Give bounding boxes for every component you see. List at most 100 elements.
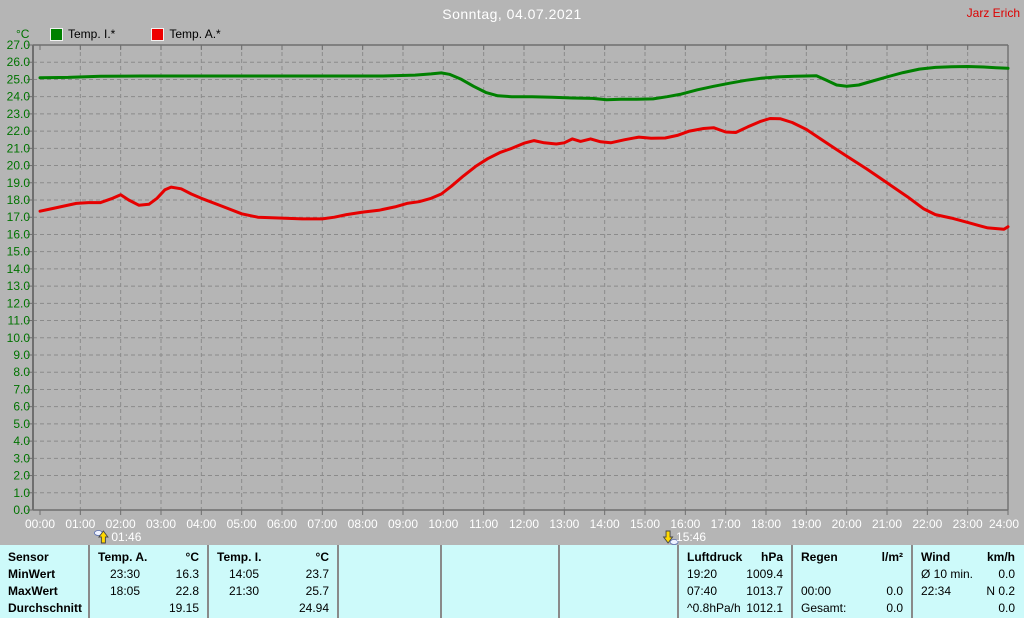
sunset-time-label: 15:46: [676, 530, 706, 544]
x-tick-label: 05:00: [227, 517, 257, 531]
cell-blank-2-minwert-time: [442, 566, 550, 583]
row-regen-maxwert: 00:00 0.0: [793, 583, 911, 600]
x-tick-label: 20:00: [832, 517, 862, 531]
cell-temp-i-maxwert-value: 25.7: [305, 584, 329, 598]
row-wind-durchschnitt: 0.0: [913, 600, 1023, 617]
cell-blank-1-durchschnitt-value: [432, 600, 440, 617]
y-tick-label: 10.0: [7, 331, 31, 345]
x-tick-label: 17:00: [711, 517, 741, 531]
row-blank-1-durchschnitt: [339, 600, 440, 617]
cell-luftdruck-minwert-time: 19:20: [687, 567, 718, 581]
y-tick-label: 4.0: [13, 434, 30, 448]
cell-temp-a-maxwert-value: 22.8: [175, 584, 199, 598]
x-tick-label: 02:00: [106, 517, 136, 531]
cell-blank-1-minwert-time: [339, 566, 432, 583]
row-luftdruck-durchschnitt: ^0.8hPa/h 1012.1: [679, 600, 791, 617]
header-temp-a-name: Temp. A.: [98, 550, 148, 564]
cell-luftdruck-maxwert-time: 07:40: [687, 584, 718, 598]
cell-temp-i-durchschnitt-time: [209, 600, 299, 617]
row-blank-3-durchschnitt: [560, 600, 677, 617]
cell-regen-durchschnitt-time: Gesamt:: [801, 601, 847, 615]
header-blank-3-unit: [669, 549, 677, 566]
cell-wind-minwert-time: Ø 10 min.: [921, 567, 974, 581]
cell-blank-1-minwert-value: [432, 566, 440, 583]
row-label-maxwert: MaxWert: [8, 584, 58, 598]
cell-temp-a-durchschnitt-time: [90, 600, 169, 617]
row-wind-minwert: Ø 10 min. 0.0: [913, 566, 1023, 583]
cell-regen-durchschnitt-value: 0.0: [886, 601, 903, 615]
x-tick-label: 00:00: [25, 517, 55, 531]
x-tick-label: 14:00: [590, 517, 620, 531]
header-blank-1-name: [339, 549, 432, 566]
row-regen-minwert: [793, 566, 911, 583]
temp-a-legend-swatch-icon: [151, 27, 165, 41]
x-tick-label: 18:00: [751, 517, 781, 531]
sunset-cloud-icon: [669, 539, 679, 545]
cell-blank-2-durchschnitt-time: [442, 600, 550, 617]
cell-blank-1-maxwert-value: [432, 583, 440, 600]
row-luftdruck-maxwert: 07:40 1013.7: [679, 583, 791, 600]
stats-col-blank-3: [558, 545, 677, 618]
row-blank-2-minwert: [442, 566, 558, 583]
cell-wind-maxwert-time: 22:34: [921, 584, 952, 598]
stats-col-blank-1: [337, 545, 440, 618]
row-temp-i-minwert: 14:05 23.7: [209, 566, 337, 583]
row-temp-a-minwert: 23:30 16.3: [90, 566, 207, 583]
cell-blank-3-minwert-value: [669, 566, 677, 583]
cell-regen-minwert-value: [903, 566, 911, 583]
header-wind-unit: km/h: [986, 550, 1015, 564]
legend-item-temp-i: Temp. I.*: [50, 27, 115, 41]
y-tick-label: 3.0: [13, 451, 30, 465]
stats-table: Sensor MinWert MaxWert Durchschnitt Temp. A.…: [0, 545, 1024, 618]
x-tick-label: 13:00: [549, 517, 579, 531]
y-tick-label: 0.0: [13, 503, 30, 517]
row-blank-2-durchschnitt: [442, 600, 558, 617]
y-tick-label: 21.0: [7, 141, 31, 155]
header-regen: Regen l/m²: [793, 549, 911, 566]
x-tick-label: 01:00: [65, 517, 95, 531]
stats-col-luftdruck: Luftdruck hPa 19:20 1009.4 07:40 1013.7 ^0.8hP…: [677, 545, 791, 618]
x-tick-label: 09:00: [388, 517, 418, 531]
cell-blank-3-maxwert-value: [669, 583, 677, 600]
x-tick-label: 22:00: [912, 517, 942, 531]
x-tick-label: 19:00: [791, 517, 821, 531]
y-tick-label: 7.0: [13, 382, 30, 396]
temp-i-curve: [38, 65, 1010, 102]
row-blank-1-minwert: [339, 566, 440, 583]
cell-temp-a-minwert-value: 16.3: [175, 567, 199, 581]
cell-blank-3-durchschnitt-time: [560, 600, 669, 617]
y-tick-label: 13.0: [7, 279, 31, 293]
header-wind: Wind km/h: [913, 549, 1023, 566]
header-wind-name: Wind: [921, 550, 951, 564]
y-tick-label: 14.0: [7, 262, 31, 276]
header-blank-1-unit: [432, 549, 440, 566]
stats-col-row-labels: Sensor MinWert MaxWert Durchschnitt: [0, 545, 88, 618]
cell-temp-i-maxwert-time: 21:30: [229, 584, 260, 598]
header-temp-a: Temp. A. °C: [90, 549, 207, 566]
row-blank-1-maxwert: [339, 583, 440, 600]
x-tick-label: 08:00: [348, 517, 378, 531]
cell-blank-3-minwert-time: [560, 566, 669, 583]
page-title: Sonntag, 04.07.2021: [442, 6, 582, 22]
cell-wind-minwert-value: 0.0: [998, 567, 1015, 581]
y-tick-label: 25.0: [7, 72, 31, 86]
stats-col-temp-i: Temp. I. °C 14:05 23.7 21:30 25.7 24.94: [207, 545, 337, 618]
header-blank-3: [560, 549, 677, 566]
row-temp-a-maxwert: 18:05 22.8: [90, 583, 207, 600]
y-tick-label: 11.0: [8, 314, 31, 328]
header-regen-unit: l/m²: [881, 550, 903, 564]
header-temp-i-name: Temp. I.: [217, 550, 262, 564]
author-label: Jarz Erich: [966, 6, 1020, 20]
x-tick-label: 23:00: [953, 517, 983, 531]
cell-luftdruck-minwert-value: 1009.4: [746, 567, 783, 581]
x-tick-label: 15:00: [630, 517, 660, 531]
header-blank-3-name: [560, 549, 669, 566]
cell-regen-maxwert-value: 0.0: [886, 584, 903, 598]
x-tick-label: 07:00: [307, 517, 337, 531]
header-temp-i-unit: °C: [315, 550, 329, 564]
row-temp-a-durchschnitt: 19.15: [90, 600, 207, 617]
x-tick-label: 11:00: [469, 517, 498, 531]
y-tick-label: 18.0: [7, 193, 31, 207]
y-axis-unit-label: °C: [16, 27, 30, 41]
